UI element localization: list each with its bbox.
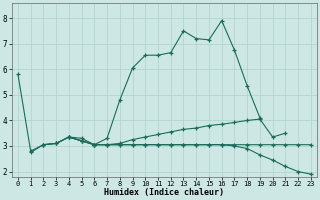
X-axis label: Humidex (Indice chaleur): Humidex (Indice chaleur) [104, 188, 224, 197]
